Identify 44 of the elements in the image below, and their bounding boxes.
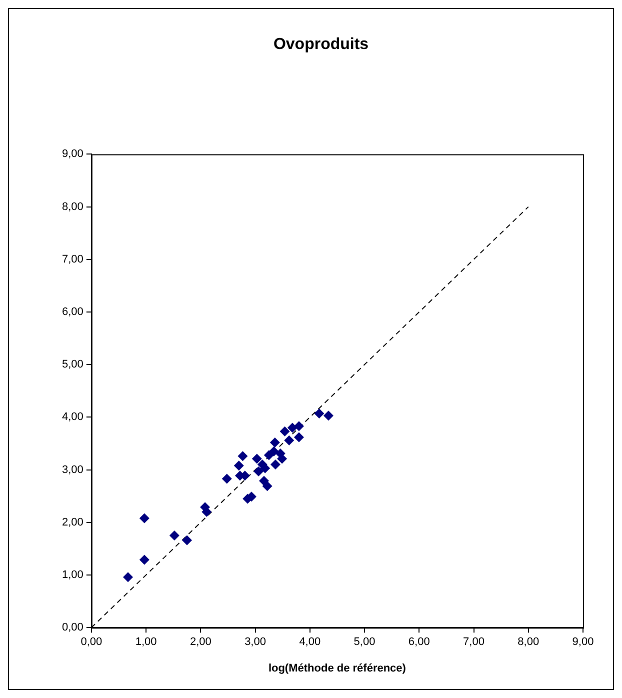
point — [287, 422, 298, 433]
point — [268, 446, 279, 456]
point — [270, 437, 280, 448]
x-tick-label: 4,00 — [299, 636, 321, 648]
x-axis-title: log(Méthode de référence) — [268, 662, 406, 674]
point — [222, 474, 232, 484]
point — [254, 466, 264, 476]
point — [294, 421, 304, 432]
point — [169, 530, 180, 541]
x-tick-label: 2,00 — [190, 636, 212, 648]
point — [259, 476, 270, 486]
y-tick-label: 5,00 — [62, 358, 84, 371]
point — [275, 448, 286, 458]
x-tick-label: 5,00 — [354, 636, 376, 648]
point — [270, 460, 280, 470]
point — [294, 432, 304, 442]
x-tick-label: 0,00 — [80, 636, 102, 648]
y-tick-label: 0,00 — [62, 622, 84, 634]
point — [323, 410, 334, 421]
y-tick-label: 3,00 — [62, 464, 84, 476]
y-tick-label: 9,00 — [62, 148, 84, 160]
point — [314, 408, 324, 419]
point — [123, 572, 134, 582]
y-tick-label: 4,00 — [62, 411, 84, 424]
point — [139, 513, 150, 524]
point — [280, 426, 290, 436]
x-tick-label: 9,00 — [572, 636, 594, 648]
point — [252, 454, 262, 464]
y-tick-label: 8,00 — [62, 200, 84, 213]
chart-title: Ovoproduits — [273, 36, 369, 54]
point — [139, 554, 150, 565]
y-tick-label: 1,00 — [62, 569, 84, 582]
x-tick-label: 1,00 — [135, 636, 157, 648]
y-tick-label: 6,00 — [62, 306, 84, 318]
x-tick-label: 6,00 — [408, 636, 430, 648]
x-tick-label: 3,00 — [244, 636, 266, 648]
point — [234, 460, 244, 471]
point — [182, 535, 192, 546]
x-tick-label: 7,00 — [463, 636, 484, 648]
point — [238, 451, 248, 462]
y-tick-label: 2,00 — [62, 516, 84, 528]
x-tick-label: 8,00 — [518, 636, 540, 648]
point — [284, 435, 294, 446]
y-tick-label: 7,00 — [62, 253, 84, 266]
